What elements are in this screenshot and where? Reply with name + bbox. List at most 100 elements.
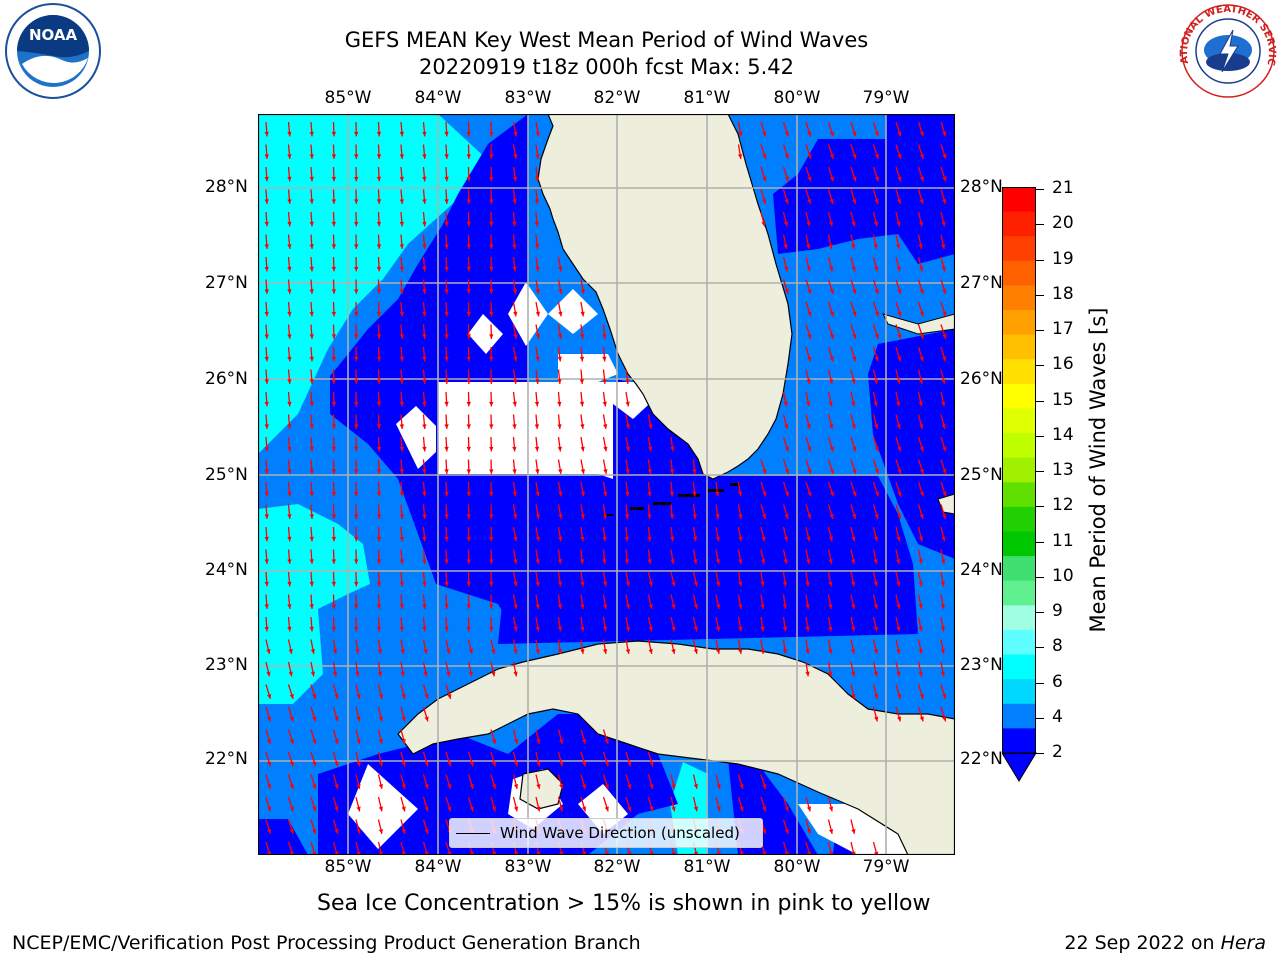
lat-label-left-27n: 27°N	[205, 273, 248, 293]
wind-wave-arrowhead	[761, 221, 766, 227]
wind-wave-arrowhead	[264, 131, 269, 137]
wind-wave-arrowhead	[807, 131, 812, 137]
wind-wave-arrowhead	[873, 559, 878, 564]
lat-label-right-25n: 25°N	[960, 465, 1003, 485]
wind-wave-arrowhead	[852, 333, 857, 339]
wind-wave-arrowhead	[376, 221, 382, 227]
wind-wave-arrowhead	[289, 693, 294, 699]
wind-wave-arrowhead	[356, 694, 361, 699]
wind-wave-arrowhead	[309, 514, 314, 519]
wind-wave-arrowhead	[807, 288, 812, 294]
wind-wave-arrowhead	[466, 334, 471, 339]
wind-wave-arrowhead	[557, 356, 562, 362]
wind-wave-arrowhead	[399, 266, 404, 272]
wind-wave-arrowhead	[942, 693, 947, 699]
wind-wave-arrowhead	[784, 153, 789, 159]
wind-wave-arrowhead	[783, 401, 788, 407]
wind-wave-arrowhead	[287, 266, 292, 272]
wind-wave-arrowhead	[399, 379, 404, 384]
wind-wave-arrowhead	[422, 266, 427, 272]
wind-wave-arrowhead	[466, 244, 471, 249]
wind-wave-arrowhead	[489, 334, 494, 339]
wind-wave-arrowhead	[580, 536, 585, 542]
wind-wave-arrowhead	[331, 221, 337, 227]
wind-wave-arrowhead	[287, 559, 292, 564]
wind-wave-arrowhead	[422, 311, 427, 317]
wind-wave-arrowhead	[919, 333, 924, 339]
wind-wave-arrowhead	[356, 739, 361, 744]
wind-wave-arrowhead	[354, 131, 359, 137]
wind-wave-arrowhead	[512, 469, 517, 474]
wind-wave-arrowhead	[512, 244, 517, 249]
wind-wave-arrowhead	[334, 806, 339, 812]
lat-label-left-23n: 23°N	[205, 655, 248, 675]
wind-wave-arrowhead	[331, 244, 337, 249]
wind-wave-arrowhead	[287, 491, 292, 497]
wind-wave-arrowhead	[489, 469, 494, 474]
wind-wave-arrowhead	[918, 221, 924, 227]
wind-wave-arrowhead	[897, 468, 902, 474]
wind-wave-arrowhead	[422, 491, 427, 497]
wind-wave-arrowhead	[535, 379, 540, 384]
wind-wave-arrowhead	[739, 783, 744, 789]
wind-wave-arrowhead	[671, 784, 676, 789]
wind-wave-arrowhead	[873, 536, 879, 542]
wind-wave-arrowhead	[873, 401, 878, 407]
wind-wave-arrowhead	[264, 334, 269, 339]
wind-wave-arrowhead	[424, 716, 429, 722]
wind-wave-arrowhead	[264, 424, 269, 429]
colorbar-segment	[1002, 236, 1036, 262]
wind-wave-arrowhead	[784, 131, 789, 137]
wind-wave-arrowhead	[874, 513, 879, 519]
wind-wave-arrowhead	[422, 154, 427, 159]
wind-wave-arrowhead	[266, 716, 272, 722]
wind-wave-arrowhead	[784, 288, 789, 294]
wind-wave-arrowhead	[784, 446, 789, 452]
masked-area-6	[548, 289, 598, 334]
wind-wave-arrowhead	[852, 513, 857, 519]
colorbar	[1002, 187, 1037, 782]
wind-wave-arrowhead	[919, 356, 924, 362]
wind-wave-arrowhead	[264, 514, 269, 519]
wind-wave-arrowhead	[851, 221, 856, 227]
colorbar-segment	[1002, 211, 1036, 237]
wind-wave-arrowhead	[852, 491, 857, 497]
colorbar-tick-label: 6	[1052, 671, 1063, 692]
colorbar-segment	[1002, 482, 1036, 508]
lat-label-right-27n: 27°N	[960, 273, 1003, 293]
wind-wave-arrowhead	[715, 559, 721, 564]
wind-wave-arrowhead	[648, 604, 653, 609]
wind-wave-arrowhead	[264, 446, 269, 452]
wind-wave-arrowhead	[806, 266, 811, 272]
colorbar-tick-label: 15	[1052, 389, 1074, 410]
wind-wave-arrowhead	[873, 244, 878, 249]
wind-wave-arrowhead	[356, 761, 361, 767]
wind-wave-arrowhead	[806, 423, 811, 429]
wind-wave-arrowhead	[692, 469, 697, 474]
wind-wave-arrowhead	[468, 649, 473, 654]
wind-wave-arrowhead	[784, 198, 789, 204]
wind-wave-arrowhead	[852, 311, 857, 317]
wind-wave-arrowhead	[579, 559, 585, 564]
wind-wave-arrowhead	[491, 649, 496, 654]
wind-wave-arrowhead	[447, 693, 452, 699]
wind-wave-arrowhead	[627, 783, 632, 789]
wind-wave-arrowhead	[693, 784, 698, 789]
wind-wave-arrowhead	[264, 401, 269, 407]
wind-wave-arrowhead	[444, 311, 449, 317]
wind-wave-arrowhead	[288, 649, 293, 654]
wind-wave-arrowhead	[331, 289, 337, 294]
wind-wave-arrowhead	[354, 581, 359, 587]
colorbar-tick-label: 16	[1052, 354, 1074, 375]
wind-wave-arrowhead	[693, 604, 698, 609]
wind-wave-arrowhead	[919, 716, 924, 722]
wind-wave-arrowhead	[738, 131, 743, 137]
wind-wave-arrowhead	[940, 626, 946, 632]
wind-wave-arrowhead	[625, 649, 631, 654]
wind-wave-arrowhead	[807, 468, 812, 474]
wind-wave-arrowhead	[378, 829, 383, 834]
wind-wave-arrowhead	[805, 581, 810, 587]
wind-wave-arrowhead	[469, 783, 474, 789]
wind-wave-arrowhead	[332, 649, 338, 654]
wind-wave-arrowhead	[557, 649, 563, 654]
